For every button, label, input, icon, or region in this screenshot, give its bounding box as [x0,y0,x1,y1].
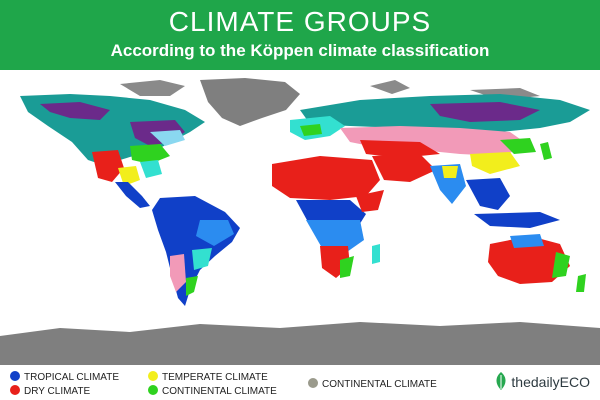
legend-item-tropical: TROPICAL CLIMATE [10,371,119,384]
sa-dry [170,254,186,292]
legend-label: CONTINENTAL CLIMATE [162,386,277,397]
legend-swatch-dry [10,385,20,395]
legend-label: TROPICAL CLIMATE [24,372,120,383]
asia-steppe [360,140,440,158]
sa-green [186,276,198,296]
na-dry [92,150,124,182]
legend-swatch-tropical [10,371,20,381]
east-asia-yellow [470,152,520,174]
na-temperate [140,160,162,178]
legend-item-continental: CONTINENTAL CLIMATE [148,385,277,398]
central-america [115,182,150,208]
europe-green [300,124,322,136]
na-light-blue [150,130,185,146]
legend: TROPICAL CLIMATE DRY CLIMATE TEMPERATE C… [0,365,600,400]
legend-item-temperate: TEMPERATE CLIMATE [148,371,268,384]
page-title: CLIMATE GROUPS [168,6,432,37]
se-asia [466,178,510,210]
africa-south-green [340,256,354,278]
brand-name: thedailyECO [511,374,590,390]
australia-east [552,252,570,278]
sahara [272,156,380,200]
asia-pink [340,126,530,156]
east-asia-green [500,138,536,154]
australia-north [510,234,544,248]
antarctica [0,322,600,365]
africa-savanna [306,220,364,254]
middle-east [372,154,436,182]
australia [488,236,570,284]
legend-item-dry: DRY CLIMATE [10,385,90,398]
na-purple [40,102,110,120]
legend-item-polar: CONTINENTAL CLIMATE [308,378,437,391]
horn-of-africa [356,190,384,212]
world-climate-map [0,78,600,365]
greenland [200,78,300,126]
legend-label: TEMPERATE CLIMATE [162,372,268,383]
na-green [130,144,170,164]
legend-swatch-temperate [148,371,158,381]
india-yellow [442,166,458,178]
eurasia-purple [430,102,540,122]
sa-temperate [192,248,212,270]
legend-label: CONTINENTAL CLIMATE [322,379,437,390]
japan [540,142,552,160]
madagascar [372,244,380,264]
page-subtitle: According to the Köppen climate classifi… [110,41,490,60]
legend-label: DRY CLIMATE [24,386,91,397]
indonesia [474,212,560,228]
header-banner: CLIMATE GROUPS According to the Köppen c… [0,0,600,70]
legend-swatch-continental [148,385,158,395]
india [430,164,466,204]
na-yellow [118,166,140,186]
new-zealand [576,274,586,292]
sa-light [196,220,234,246]
brand-logo: thedailyECO [494,372,590,393]
leaf-icon [494,372,508,393]
legend-swatch-polar [308,378,318,388]
